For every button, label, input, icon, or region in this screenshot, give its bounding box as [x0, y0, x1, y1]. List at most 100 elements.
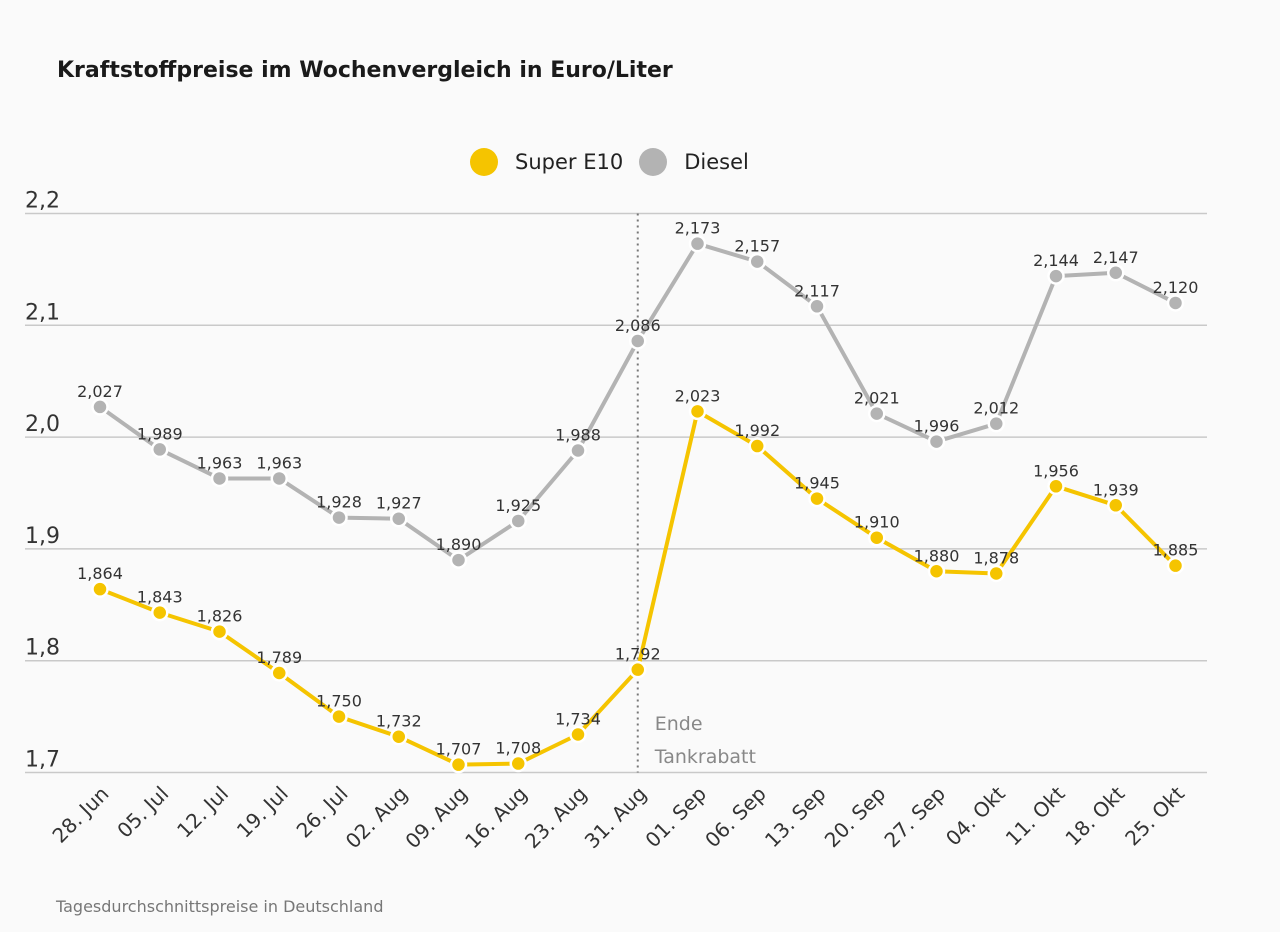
data-point-diesel	[91, 398, 109, 416]
data-point-diesel	[390, 509, 408, 528]
data-label-super-e10: 1,992	[734, 421, 780, 440]
data-label-diesel: 2,147	[1093, 248, 1139, 267]
data-label-super-e10: 1,939	[1093, 480, 1139, 499]
data-point-diesel	[748, 252, 766, 271]
data-point-diesel	[270, 469, 288, 488]
y-tick-label: 2,1	[25, 300, 60, 325]
legend-swatch-super-e10	[470, 148, 498, 176]
x-tick-label: 12. Jul	[172, 782, 233, 843]
data-point-diesel	[868, 404, 886, 423]
data-label-super-e10: 1,734	[555, 709, 601, 728]
data-point-super-e10	[808, 489, 826, 508]
data-point-super-e10	[330, 707, 348, 726]
data-point-diesel	[210, 469, 229, 488]
data-label-diesel: 2,144	[1033, 251, 1079, 270]
x-tick-label: 05. Jul	[112, 782, 173, 843]
x-tick-label: 31. Aug	[580, 782, 652, 854]
y-tick-label: 2,2	[25, 189, 60, 214]
x-tick-label: 18. Okt	[1060, 781, 1129, 850]
x-tick-label: 27. Sep	[879, 782, 950, 853]
data-point-diesel	[449, 551, 468, 569]
data-point-super-e10	[987, 564, 1005, 583]
x-tick-label: 28. Jun	[47, 782, 113, 848]
data-point-super-e10	[748, 437, 766, 455]
annotation-text: Tankrabatt	[654, 746, 756, 768]
y-tick-label: 1,8	[25, 636, 60, 661]
legend-label-diesel: Diesel	[684, 150, 749, 174]
data-label-diesel: 1,928	[316, 493, 362, 512]
data-point-super-e10	[629, 660, 647, 679]
x-tick-label: 20. Sep	[820, 782, 891, 853]
data-point-super-e10	[449, 755, 468, 774]
x-tick-label: 06. Sep	[700, 782, 771, 853]
x-tick-label: 09. Aug	[400, 782, 472, 854]
annotation-text: Ende	[655, 713, 703, 735]
data-label-super-e10: 1,910	[854, 513, 900, 532]
data-label-diesel: 1,989	[137, 424, 183, 443]
data-label-super-e10: 1,878	[973, 548, 1019, 567]
data-label-super-e10: 1,826	[197, 607, 243, 626]
y-tick-label: 1,7	[25, 748, 60, 773]
data-label-super-e10: 2,023	[675, 386, 721, 405]
data-label-diesel: 1,963	[256, 453, 302, 472]
data-point-super-e10	[509, 754, 527, 773]
x-tick-label: 13. Sep	[760, 782, 831, 853]
x-tick-label: 19. Jul	[232, 782, 293, 843]
chart-title: Kraftstoffpreise im Wochenvergleich in E…	[57, 58, 673, 83]
data-label-diesel: 1,996	[914, 417, 960, 436]
data-label-super-e10: 1,956	[1033, 461, 1079, 480]
data-label-super-e10: 1,945	[794, 474, 840, 493]
data-point-diesel	[808, 297, 826, 316]
x-tick-label: 02. Aug	[341, 782, 413, 854]
data-point-super-e10	[91, 580, 109, 598]
data-point-diesel	[1047, 267, 1065, 285]
data-point-diesel	[151, 440, 169, 459]
footnote: Tagesdurchschnittspreise in Deutschland	[56, 897, 384, 916]
data-label-super-e10: 1,843	[137, 588, 183, 607]
data-label-diesel: 2,021	[854, 389, 900, 408]
data-label-diesel: 2,027	[77, 382, 123, 401]
data-point-diesel	[330, 508, 348, 527]
data-label-diesel: 2,157	[734, 237, 780, 256]
data-label-diesel: 2,173	[675, 219, 721, 238]
x-tick-label: 01. Sep	[640, 782, 711, 853]
data-label-super-e10: 1,792	[615, 645, 661, 664]
x-tick-label: 11. Okt	[1001, 781, 1070, 850]
data-point-super-e10	[868, 528, 886, 547]
data-label-diesel: 1,925	[495, 496, 541, 515]
legend-item-super-e10: Super E10	[470, 148, 623, 176]
x-tick-label: 25. Okt	[1120, 781, 1189, 850]
data-label-diesel: 1,890	[436, 535, 482, 554]
data-label-diesel: 2,117	[794, 281, 840, 300]
data-point-super-e10	[688, 402, 707, 421]
data-point-diesel	[1107, 264, 1125, 282]
data-point-super-e10	[1107, 496, 1125, 515]
data-point-diesel	[1166, 294, 1185, 312]
x-tick-label: 04. Okt	[941, 781, 1010, 850]
data-label-super-e10: 1,789	[256, 648, 302, 667]
data-label-super-e10: 1,708	[495, 739, 541, 758]
data-label-super-e10: 1,750	[316, 692, 362, 711]
data-label-diesel: 1,927	[376, 494, 422, 513]
data-label-diesel: 2,012	[973, 399, 1019, 418]
data-label-super-e10: 1,880	[914, 546, 960, 565]
x-tick-label: 16. Aug	[460, 782, 532, 854]
legend-item-diesel: Diesel	[639, 148, 749, 176]
legend: Super E10 Diesel	[470, 148, 765, 176]
data-label-super-e10: 1,707	[436, 740, 482, 759]
data-point-super-e10	[569, 725, 587, 744]
data-point-super-e10	[1047, 477, 1065, 496]
x-tick-label: 23. Aug	[520, 782, 592, 854]
data-label-diesel: 1,963	[197, 453, 243, 472]
data-label-diesel: 2,086	[615, 316, 661, 335]
legend-label-super-e10: Super E10	[515, 150, 624, 174]
data-label-diesel: 1,988	[555, 426, 601, 445]
data-label-diesel: 2,120	[1153, 278, 1199, 297]
legend-swatch-diesel	[639, 148, 668, 176]
data-point-super-e10	[927, 562, 946, 581]
data-point-diesel	[987, 414, 1005, 433]
data-point-super-e10	[151, 603, 169, 622]
data-point-super-e10	[210, 622, 229, 641]
data-point-diesel	[569, 441, 587, 460]
